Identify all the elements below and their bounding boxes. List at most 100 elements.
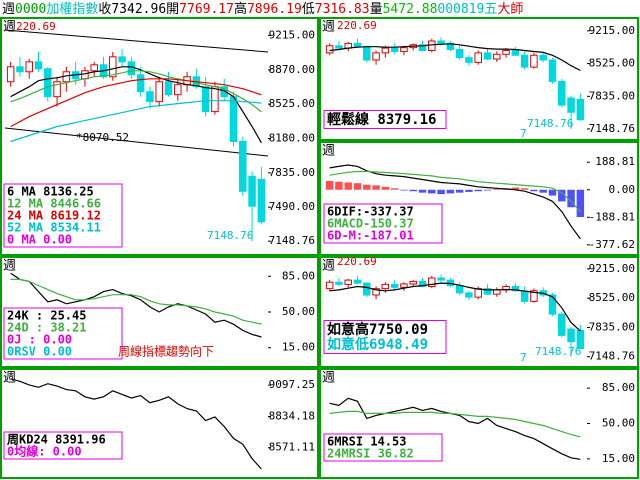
y-tick-label: 85.00: [282, 269, 315, 282]
panel-border: [0, 368, 319, 479]
plot: [325, 164, 585, 240]
header-item: 開: [166, 2, 179, 17]
candle-body: [530, 54, 538, 68]
corner-label: 週: [3, 259, 16, 274]
legend-entry: 輕鬆線 8379.16: [327, 111, 436, 128]
bar: [548, 189, 557, 196]
y-tick-label: 7148.76: [589, 350, 635, 363]
header-item: 週: [2, 2, 15, 17]
candle-body: [483, 288, 492, 295]
plot: [325, 37, 585, 129]
bar: [493, 189, 501, 190]
bar: [428, 189, 436, 194]
corner-label: 週: [3, 371, 16, 386]
plot: [325, 274, 585, 357]
header: 週0000加權指數收7342.96開7769.17高7896.19低7316.8…: [2, 1, 523, 17]
candle-body: [390, 47, 399, 52]
annotation: 7: [520, 127, 527, 140]
bar: [418, 189, 427, 193]
annotation: 7: [520, 351, 527, 364]
panel-border: [319, 256, 639, 368]
y-tick-label: 8571.11: [269, 441, 315, 454]
legend-entry: 6D-M:-187.01: [327, 229, 414, 243]
bar: [409, 189, 417, 192]
candle-body: [474, 288, 482, 298]
candle-body: [418, 44, 427, 51]
panel-border: [319, 368, 639, 479]
candle-body: [372, 52, 380, 61]
annotation: 周線指標趨勢向下: [118, 344, 214, 359]
candle-body: [511, 286, 520, 292]
candle-body: [381, 47, 390, 54]
candle-body: [437, 277, 445, 281]
annotation: 220.69: [16, 20, 56, 33]
candle-body: [465, 292, 473, 298]
bar: [455, 189, 464, 193]
candle-body: [511, 50, 520, 56]
legend-box: [3, 183, 123, 248]
legend-box: [323, 433, 443, 462]
annotation: 7148.76: [527, 117, 573, 130]
candle-body: [548, 294, 557, 315]
candle-body: [239, 140, 247, 192]
candle-body: [344, 279, 352, 285]
y-tick-label: 15.00: [282, 341, 315, 354]
legend-entry: 如意低6948.49: [327, 336, 428, 353]
bar: [400, 189, 408, 191]
candle-body: [530, 290, 538, 302]
candle-body: [465, 57, 473, 63]
bar: [437, 189, 445, 195]
legend-box: [3, 307, 123, 360]
candle-body: [155, 81, 163, 103]
y-tick-label: 0.00: [609, 183, 636, 196]
bar: [465, 189, 473, 192]
bar: [381, 186, 390, 190]
series-line: [10, 278, 262, 325]
series-line: [329, 43, 581, 72]
candle-body: [493, 289, 501, 295]
candle-body: [34, 61, 43, 70]
candle-body: [493, 53, 501, 60]
candle-body: [558, 80, 566, 106]
series-line: [10, 78, 262, 128]
candle-body: [44, 68, 52, 98]
series-line: [10, 378, 262, 470]
candle-body: [118, 56, 126, 63]
candle-body: [325, 45, 334, 54]
y-tick-label: 8180.00: [269, 131, 315, 144]
bar: [576, 189, 585, 218]
candle-body: [363, 282, 371, 296]
header-item: 加權指數: [46, 2, 98, 17]
panel-border: [319, 141, 639, 256]
bar: [446, 189, 455, 194]
candle-body: [335, 45, 343, 49]
candle-body: [6, 66, 15, 83]
candle-body: [146, 91, 154, 103]
y-tick-label: 9215.00: [589, 262, 635, 275]
candle-body: [381, 283, 390, 290]
panel-border: [0, 256, 319, 368]
y-tick-label: 7835.00: [269, 166, 315, 179]
y-tick-label: 9215.00: [589, 24, 635, 37]
candle-body: [576, 98, 585, 121]
y-tick-label: 8525.00: [589, 291, 635, 304]
legend-entry: 0 MA 0.00: [7, 233, 72, 247]
candle-body: [567, 328, 575, 343]
candle-body: [325, 281, 334, 290]
series-line: [329, 410, 581, 438]
bar: [390, 188, 399, 190]
candle-body: [558, 313, 566, 336]
candle-body: [428, 40, 436, 51]
bar: [530, 189, 538, 192]
y-tick-label: 8870.00: [269, 63, 315, 76]
header-item: 高: [234, 1, 247, 17]
candle-body: [16, 66, 24, 73]
legend-entry: 0J : 0.00: [7, 333, 72, 347]
annotation: 7148.76: [207, 229, 253, 242]
legend-entry: 6MACD-150.37: [327, 217, 414, 231]
candle-body: [201, 86, 210, 113]
candle-body: [400, 47, 408, 52]
candle-body: [335, 281, 343, 285]
candle-body: [211, 86, 219, 113]
